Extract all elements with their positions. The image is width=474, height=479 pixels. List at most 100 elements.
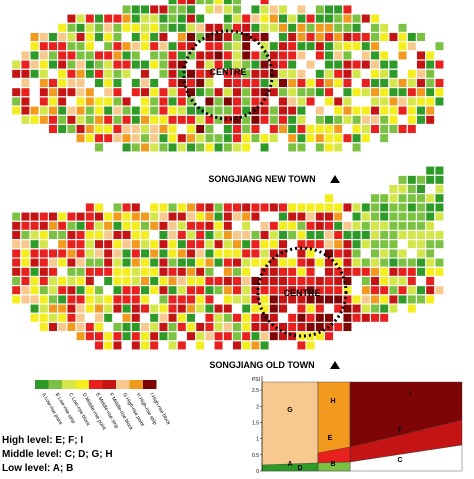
legend-swatch [35, 380, 49, 389]
grid-cell [278, 221, 288, 231]
grid-cell [204, 23, 214, 33]
grid-cell [333, 14, 343, 23]
grid-cell [315, 239, 325, 249]
grid-cell [343, 248, 352, 258]
grid-cell [416, 32, 426, 42]
grid-cell [158, 115, 168, 125]
grid-cell [57, 313, 67, 323]
grid-cell [30, 295, 39, 304]
grid-cell [214, 23, 223, 33]
grid-cell [232, 230, 242, 240]
grid-cell [306, 212, 315, 221]
grid-cell [57, 78, 67, 88]
grid-cell [39, 267, 49, 277]
grid-cell [112, 133, 122, 143]
grid-cell [269, 14, 279, 23]
grid-cell [269, 285, 279, 295]
grid-cell [158, 313, 168, 323]
grid-cell [131, 23, 141, 33]
grid-cell [407, 221, 417, 231]
grid-cell [11, 258, 21, 267]
grid-cell [94, 295, 104, 304]
grid-cell [66, 304, 76, 313]
grid-cell [361, 239, 371, 249]
grid-cell [204, 221, 214, 231]
grid-cell [149, 60, 159, 70]
grid-cell [204, 115, 214, 125]
grid-cell [48, 32, 58, 42]
grid-cell [306, 133, 315, 143]
grid-cell [352, 295, 361, 304]
grid-cell [204, 322, 214, 332]
grid-cell [223, 96, 233, 106]
grid-cell [94, 304, 104, 313]
grid-cell [250, 87, 260, 97]
grid-cell [103, 115, 113, 125]
grid-cell [66, 276, 76, 286]
grid-cell [297, 212, 306, 221]
grid-cell [389, 106, 398, 116]
grid-cell [158, 87, 168, 97]
grid-cell [140, 41, 150, 51]
grid-cell [324, 239, 334, 249]
grid-cell [177, 295, 187, 304]
grid-cell [315, 221, 325, 231]
grid-cell [66, 258, 76, 267]
grid-cell [30, 69, 39, 79]
grid-cell [66, 14, 76, 23]
grid-cell [103, 248, 113, 258]
grid-cell [361, 133, 371, 143]
grid-cell [389, 267, 398, 277]
grid-cell [39, 41, 49, 51]
grid-cell [250, 60, 260, 70]
grid-cell [232, 0, 242, 5]
grid-cell [370, 285, 380, 295]
grid-cell [85, 69, 95, 79]
grid-cell [232, 341, 242, 350]
grid-cell [112, 341, 122, 350]
grid-cell [333, 230, 343, 240]
grid-cell [416, 248, 426, 258]
grid-cell [21, 221, 30, 231]
grid-cell [158, 96, 168, 106]
grid-cell [297, 285, 306, 295]
legend-swatch [62, 380, 76, 389]
grid-cell [57, 96, 67, 106]
grid-cell [241, 51, 251, 60]
grid-cell [76, 304, 86, 313]
grid-cell [250, 331, 260, 341]
grid-cell [158, 258, 168, 267]
grid-cell [11, 87, 21, 97]
grid-cell [352, 41, 361, 51]
grid-cell [333, 258, 343, 267]
grid-cell [370, 115, 380, 125]
grid-cell [398, 295, 407, 304]
grid-cell [85, 14, 95, 23]
grid-cell [122, 115, 132, 125]
grid-cell [48, 78, 58, 88]
grid-cell [177, 304, 187, 313]
grid-cell [333, 285, 343, 295]
grid-cell [48, 87, 58, 97]
grid-cell [407, 239, 417, 249]
grid-cell [297, 69, 306, 79]
grid-cell [324, 295, 334, 304]
grid-cell [241, 212, 251, 221]
grid-cell [195, 69, 205, 79]
grid-cell [435, 78, 444, 88]
grid-cell [85, 96, 95, 106]
grid-cell [287, 115, 297, 125]
grid-cell [195, 295, 205, 304]
grid-cell [11, 212, 21, 221]
grid-cell [177, 41, 187, 51]
grid-cell [177, 202, 187, 212]
grid-cell [112, 285, 122, 295]
grid-cell [278, 304, 288, 313]
grid-cell [76, 239, 86, 249]
grid-cell [214, 331, 223, 341]
grid-cell [232, 78, 242, 88]
grid-cell [186, 23, 196, 33]
grid-cell [186, 313, 196, 323]
grid-cell [57, 295, 67, 304]
grid-cell [103, 23, 113, 33]
